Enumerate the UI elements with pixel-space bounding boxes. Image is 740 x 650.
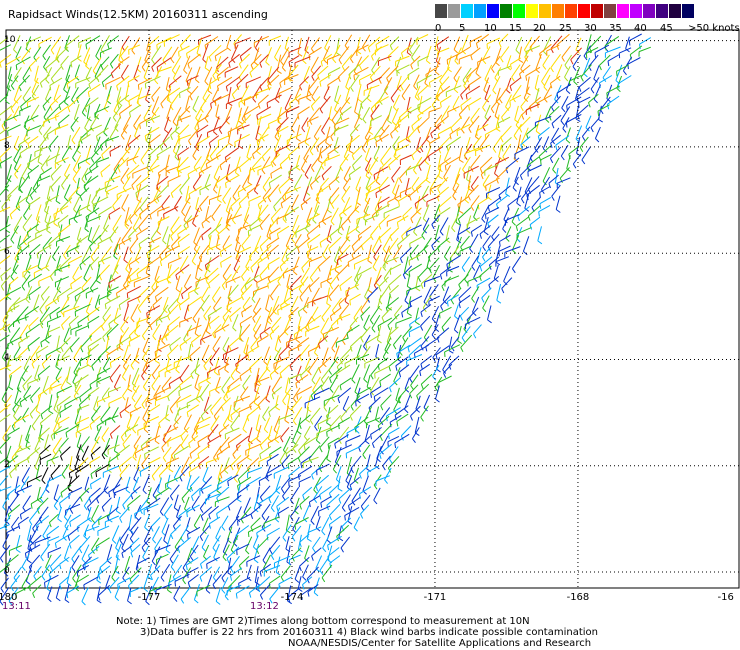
longitude-tick-label: -16 [717,592,734,603]
legend-swatch [682,4,694,18]
legend-swatch [643,4,655,18]
latitude-tick-label: 10 [4,34,16,45]
legend-swatch [565,4,577,18]
latitude-tick-label: 2 [4,459,10,470]
map-frame [5,29,740,589]
legend-label: >50 knots [688,23,740,34]
legend-label: 35 [609,23,622,34]
map-title: Rapidsact Winds(12.5KM) 20160311 ascendi… [8,8,268,21]
longitude-tick-label: -171 [423,592,447,603]
legend-label: 10 [484,23,497,34]
legend-swatch [448,4,460,18]
note-line-2: 3)Data buffer is 22 hrs from 20160311 4)… [140,627,598,638]
legend-swatch [539,4,551,18]
legend-swatch [669,4,681,18]
legend-label: 5 [459,23,466,34]
legend-swatch [604,4,616,18]
legend-swatch [578,4,590,18]
latitude-tick-label: 0 [4,566,10,577]
wind-barbs [0,33,652,606]
legend-label: 30 [584,23,597,34]
legend-swatch [617,4,629,18]
legend-swatch [461,4,473,18]
legend-swatch [591,4,603,18]
legend-swatch [656,4,668,18]
legend-swatch [513,4,525,18]
legend-swatch [487,4,499,18]
legend-swatch [435,4,447,18]
note-line-1: Note: 1) Times are GMT 2)Times along bot… [116,616,530,627]
latitude-tick-label: 8 [4,140,10,151]
note-line-3: NOAA/NESDIS/Center for Satellite Applica… [288,638,592,649]
time-label-left: 13:11 [2,601,31,612]
legend-swatch [630,4,642,18]
legend-swatch [552,4,564,18]
longitude-tick-label: -177 [137,592,161,603]
latitude-tick-label: 4 [4,353,10,364]
longitude-tick-label: -168 [566,592,590,603]
legend-label: 0 [435,23,442,34]
legend-label: 45 [660,23,673,34]
legend-label: 15 [509,23,522,34]
legend-swatch [526,4,538,18]
legend-swatch [474,4,486,18]
legend-swatch [500,4,512,18]
longitude-tick-label: -180 [0,592,18,603]
longitude-tick-label: -174 [280,592,304,603]
legend-label: 25 [559,23,572,34]
legend-label: 20 [533,23,546,34]
legend-label: 40 [634,23,647,34]
latitude-tick-label: 6 [4,247,10,258]
time-label-middle: 13:12 [250,601,279,612]
